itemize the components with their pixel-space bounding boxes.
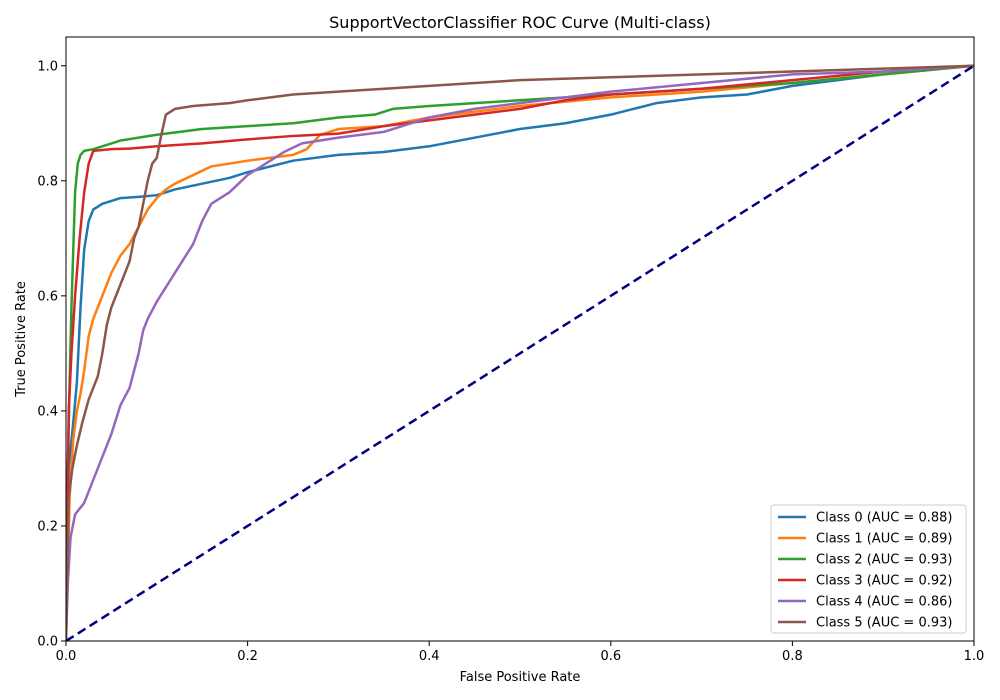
roc-curve-class-1 xyxy=(66,64,974,641)
x-axis-label: False Positive Rate xyxy=(460,670,581,685)
x-tick-label: 0.4 xyxy=(419,649,440,664)
x-tick-label: 0.2 xyxy=(237,649,258,664)
roc-curve-class-3 xyxy=(66,64,974,641)
legend: Class 0 (AUC = 0.88) Class 1 (AUC = 0.89)… xyxy=(770,504,967,634)
y-tick-label: 0.8 xyxy=(37,174,58,189)
x-tick-label: 1.0 xyxy=(964,649,985,664)
legend-label: Class 3 (AUC = 0.92) xyxy=(816,574,952,589)
chance-diagonal-line xyxy=(66,64,974,641)
legend-label: Class 1 (AUC = 0.89) xyxy=(816,532,952,547)
y-axis: 0.0 0.2 0.4 0.6 0.8 1.0 xyxy=(37,59,66,650)
roc-curve-class-5 xyxy=(66,64,974,641)
x-tick-label: 0.8 xyxy=(782,649,803,664)
plot-frame xyxy=(65,36,975,642)
legend-label: Class 2 (AUC = 0.93) xyxy=(816,553,952,568)
diagonal-group xyxy=(66,64,974,641)
y-tick-label: 1.0 xyxy=(37,59,58,74)
legend-label: Class 4 (AUC = 0.86) xyxy=(816,595,952,610)
y-tick-label: 0.2 xyxy=(37,519,58,534)
y-tick-label: 0.4 xyxy=(37,404,58,419)
roc-curve-class-0 xyxy=(66,64,974,641)
x-tick-label: 0.0 xyxy=(56,649,77,664)
curves-group xyxy=(66,64,974,641)
x-axis: 0.0 0.2 0.4 0.6 0.8 1.0 xyxy=(56,641,985,664)
roc-curve-class-4 xyxy=(66,64,974,641)
legend-label: Class 5 (AUC = 0.93) xyxy=(816,616,952,631)
y-tick-label: 0.6 xyxy=(37,289,58,304)
legend-box xyxy=(770,504,967,634)
x-tick-label: 0.6 xyxy=(600,649,621,664)
y-axis-label: True Positive Rate xyxy=(14,281,29,398)
y-tick-label: 0.0 xyxy=(37,635,58,650)
chart-title: SupportVectorClassifier ROC Curve (Multi… xyxy=(329,13,711,32)
legend-label: Class 0 (AUC = 0.88) xyxy=(816,511,952,526)
